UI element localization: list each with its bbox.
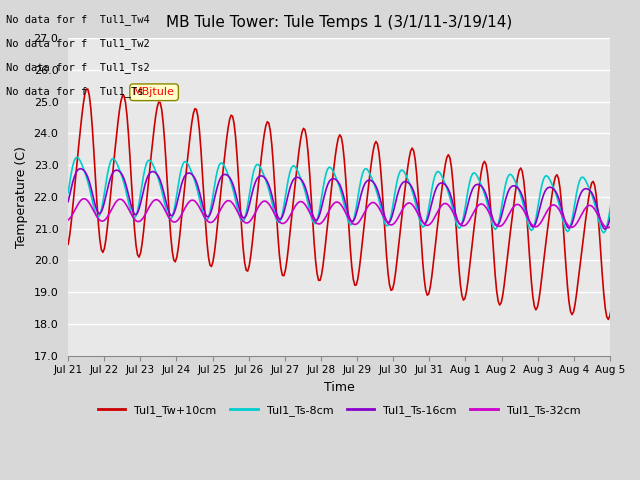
Tul1_Ts-32cm <box>81 196 88 202</box>
Tul1_Ts-8cm <box>363 166 371 172</box>
Tul1_Ts-16cm <box>477 183 485 189</box>
Tul1_Ts-8cm <box>104 172 111 178</box>
Tul1_Ts-8cm <box>74 155 81 160</box>
Tul1_Ts-8cm <box>64 190 72 195</box>
Line: Tul1_Ts-32cm: Tul1_Ts-32cm <box>68 199 640 228</box>
Tul1_Ts-32cm <box>64 217 72 223</box>
Tul1_Ts-16cm <box>76 166 84 171</box>
Tul1_Ts-32cm <box>104 214 111 220</box>
Text: MBjtule: MBjtule <box>133 87 175 97</box>
Text: No data for f  Tul1_Ts2: No data for f Tul1_Ts2 <box>6 62 150 73</box>
Text: No data for f  Tul1_Ts: No data for f Tul1_Ts <box>6 86 144 97</box>
Line: Tul1_Ts-16cm: Tul1_Ts-16cm <box>68 168 640 230</box>
X-axis label: Time: Time <box>324 381 355 394</box>
Tul1_Tw+10cm <box>84 86 92 92</box>
Line: Tul1_Tw+10cm: Tul1_Tw+10cm <box>68 89 640 324</box>
Tul1_Ts-16cm <box>85 179 93 184</box>
Text: No data for f  Tul1_Tw2: No data for f Tul1_Tw2 <box>6 38 150 49</box>
Tul1_Tw+10cm <box>477 168 485 173</box>
Tul1_Ts-32cm <box>85 200 93 206</box>
Y-axis label: Temperature (C): Temperature (C) <box>15 146 28 248</box>
Title: MB Tule Tower: Tule Temps 1 (3/1/11-3/19/14): MB Tule Tower: Tule Temps 1 (3/1/11-3/19… <box>166 15 512 30</box>
Tul1_Tw+10cm <box>363 197 371 203</box>
Tul1_Tw+10cm <box>564 284 572 290</box>
Tul1_Ts-8cm <box>477 183 485 189</box>
Tul1_Ts-32cm <box>564 222 572 228</box>
Tul1_Ts-16cm <box>104 187 111 192</box>
Tul1_Ts-32cm <box>363 205 371 211</box>
Tul1_Ts-32cm <box>639 225 640 231</box>
Tul1_Tw+10cm <box>64 241 72 247</box>
Line: Tul1_Ts-8cm: Tul1_Ts-8cm <box>68 157 640 234</box>
Tul1_Ts-8cm <box>85 184 93 190</box>
Tul1_Ts-16cm <box>64 199 72 204</box>
Tul1_Tw+10cm <box>104 224 111 230</box>
Tul1_Ts-16cm <box>564 224 572 230</box>
Tul1_Tw+10cm <box>639 319 640 325</box>
Legend: Tul1_Tw+10cm, Tul1_Ts-8cm, Tul1_Ts-16cm, Tul1_Ts-32cm: Tul1_Tw+10cm, Tul1_Ts-8cm, Tul1_Ts-16cm,… <box>93 400 585 420</box>
Tul1_Ts-8cm <box>636 231 640 237</box>
Tul1_Ts-8cm <box>564 229 572 235</box>
Tul1_Tw+10cm <box>85 92 93 98</box>
Text: No data for f  Tul1_Tw4: No data for f Tul1_Tw4 <box>6 14 150 25</box>
Tul1_Ts-16cm <box>637 228 640 233</box>
Tul1_Ts-16cm <box>363 178 371 184</box>
Tul1_Ts-32cm <box>477 201 485 207</box>
